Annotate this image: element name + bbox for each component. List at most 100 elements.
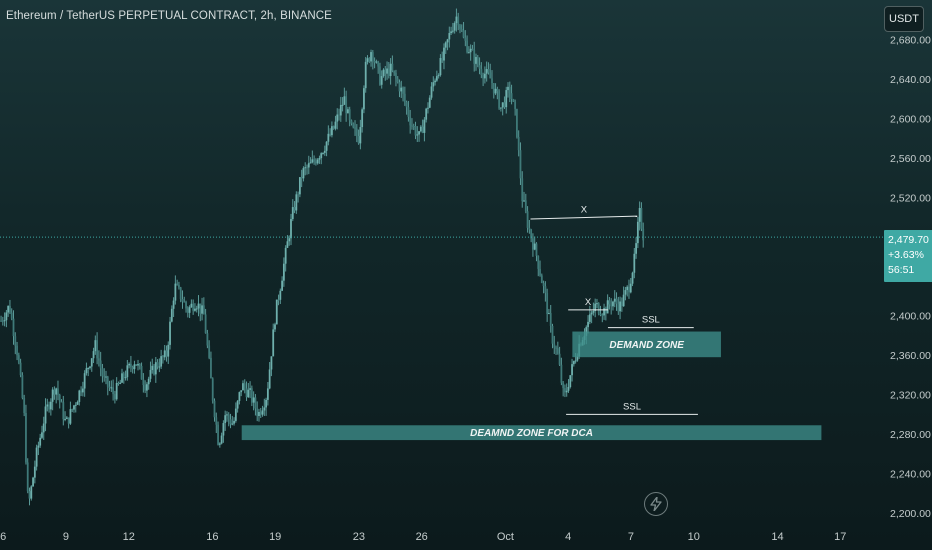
currency-button[interactable]: USDT [884, 6, 924, 32]
candle-body [165, 350, 168, 357]
candle-body [41, 432, 43, 438]
candle-body [498, 91, 501, 109]
candle-body [282, 263, 285, 281]
candle-body [60, 401, 63, 403]
candle-body [76, 401, 79, 405]
candle-body [131, 367, 134, 370]
candle-body [288, 238, 291, 242]
candle-body [478, 65, 481, 69]
candle-body [320, 153, 323, 159]
candle-body [174, 283, 177, 301]
candle-body [528, 227, 531, 230]
demand-zone-2 [241, 425, 822, 441]
candle-body [612, 301, 614, 307]
candle-body [298, 177, 301, 195]
candle-body [78, 390, 81, 402]
candle-body [425, 108, 428, 120]
candle-body [375, 61, 378, 63]
candle-body [387, 68, 390, 77]
lightning-icon[interactable] [644, 492, 668, 516]
candle-body [222, 423, 225, 436]
candle-body [494, 88, 497, 94]
candle-body [268, 369, 271, 389]
candle-body [339, 104, 342, 116]
y-tick-label: 2,600.00 [890, 113, 931, 125]
y-tick-label: 2,320.00 [890, 390, 931, 402]
candle-body [336, 114, 339, 122]
candle-body [418, 131, 420, 135]
candle-body [169, 321, 171, 345]
candle-body [363, 88, 365, 110]
candle-body [512, 99, 515, 102]
candle-body [23, 397, 26, 413]
candle-body [281, 280, 284, 291]
candle-body [71, 409, 74, 411]
candle-body [444, 42, 447, 48]
candle-body [496, 88, 499, 92]
candle-body [170, 308, 173, 322]
candle-body [245, 388, 248, 398]
chart-title: Ethereum / TetherUS PERPETUAL CONTRACT, … [6, 10, 332, 22]
candle-body [395, 72, 397, 79]
candle-body [588, 314, 591, 322]
candle-body [587, 321, 589, 328]
candle-body [55, 388, 58, 395]
price-change: +3.63% [888, 249, 924, 261]
candle-body [96, 340, 99, 359]
candle-body [115, 382, 118, 400]
candle-body [295, 194, 298, 211]
y-tick-label: 2,200.00 [890, 508, 931, 520]
annotation-line-1 [530, 215, 638, 220]
candle-body [179, 287, 182, 300]
candle-body [90, 358, 93, 367]
candle-body [453, 23, 456, 31]
x-axis[interactable]: 6 9 12 16 19 23 26 Oct 4 7 10 14 17 [0, 531, 846, 543]
candle-body [5, 312, 8, 321]
candle-body [284, 247, 287, 264]
y-tick-label: 2,680.00 [890, 34, 931, 46]
candle-body [137, 363, 139, 366]
y-tick-label: 2,280.00 [890, 429, 931, 441]
candle-body [73, 405, 75, 410]
candle-body [567, 387, 570, 391]
candle-body [610, 304, 613, 307]
candle-body [379, 66, 381, 85]
candle-body [217, 424, 219, 445]
candle-body [355, 128, 358, 137]
candle-body [473, 49, 476, 64]
candle-body [110, 387, 113, 389]
candle-body [57, 388, 59, 395]
candle-body [316, 159, 319, 164]
candle-body [555, 347, 557, 349]
candle-body [622, 294, 625, 307]
candle-body [188, 307, 191, 313]
candle-body [85, 368, 88, 374]
candle-body [441, 58, 444, 61]
candle-body [178, 284, 180, 288]
y-tick-label: 2,400.00 [890, 311, 931, 323]
candle-body [258, 411, 260, 417]
x-tick-label: 23 [353, 531, 365, 543]
candle-body [347, 109, 349, 114]
candle-body [172, 300, 175, 309]
candle-body [329, 133, 332, 136]
candle-body [218, 443, 221, 445]
candle-body [604, 308, 607, 314]
candle-body [325, 141, 328, 151]
candle-body [266, 388, 269, 400]
y-axis[interactable]: 2,680.00 2,640.00 2,600.00 2,560.00 2,520.00… [890, 34, 931, 520]
candle-body [364, 61, 367, 89]
candle-body [135, 364, 138, 366]
candle-body [0, 320, 2, 322]
candle-body [58, 394, 61, 402]
candle-body [576, 356, 579, 361]
candle-body [149, 370, 152, 379]
x-tick-label: 12 [123, 531, 135, 543]
candle-body [507, 86, 509, 91]
candle-body [108, 386, 111, 388]
candle-body [147, 378, 150, 385]
candle-body [213, 400, 216, 418]
candle-body [366, 58, 369, 62]
candle-body [343, 96, 346, 105]
